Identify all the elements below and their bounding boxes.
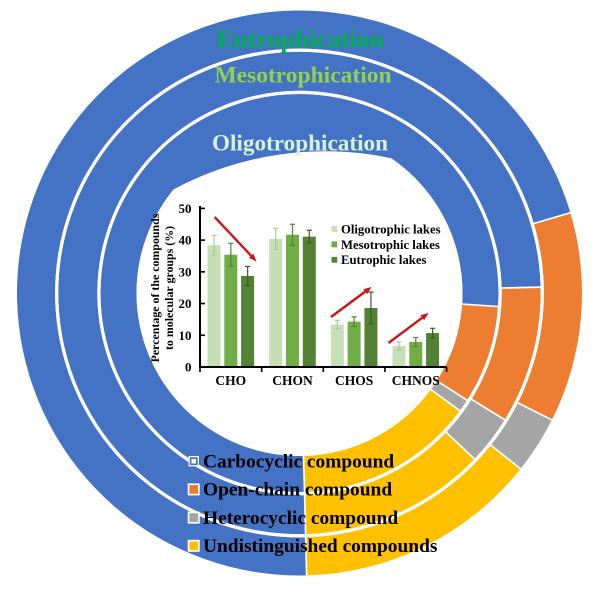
svg-text:Open-chain compound: Open-chain compound	[203, 480, 392, 501]
svg-text:Mesotrophic lakes: Mesotrophic lakes	[341, 238, 440, 252]
svg-text:CHON: CHON	[272, 373, 313, 388]
svg-text:CHNOS: CHNOS	[392, 373, 440, 388]
svg-text:30: 30	[179, 264, 192, 279]
svg-text:40: 40	[179, 233, 192, 248]
svg-text:50: 50	[179, 201, 192, 216]
svg-text:Eutrophication: Eutrophication	[216, 25, 383, 54]
svg-text:Carbocyclic compound: Carbocyclic compound	[203, 451, 394, 472]
svg-text:Mesotrophication: Mesotrophication	[214, 63, 391, 89]
svg-text:Heterocyclic compound: Heterocyclic compound	[203, 508, 398, 529]
svg-text:Oligotrophication: Oligotrophication	[212, 131, 388, 157]
svg-text:10: 10	[179, 328, 192, 343]
svg-text:Undistinguished compounds: Undistinguished compounds	[203, 536, 438, 557]
svg-text:0: 0	[185, 360, 192, 375]
svg-text:Oligotrophic lakes: Oligotrophic lakes	[341, 222, 441, 236]
svg-text:to molecular groups (%): to molecular groups (%)	[162, 226, 176, 350]
svg-text:Eutrophic lakes: Eutrophic lakes	[341, 253, 426, 267]
svg-text:CHOS: CHOS	[335, 373, 373, 388]
svg-text:Percentage of the compounds: Percentage of the compounds	[148, 213, 162, 362]
svg-text:20: 20	[179, 296, 192, 311]
svg-text:CHO: CHO	[215, 373, 246, 388]
